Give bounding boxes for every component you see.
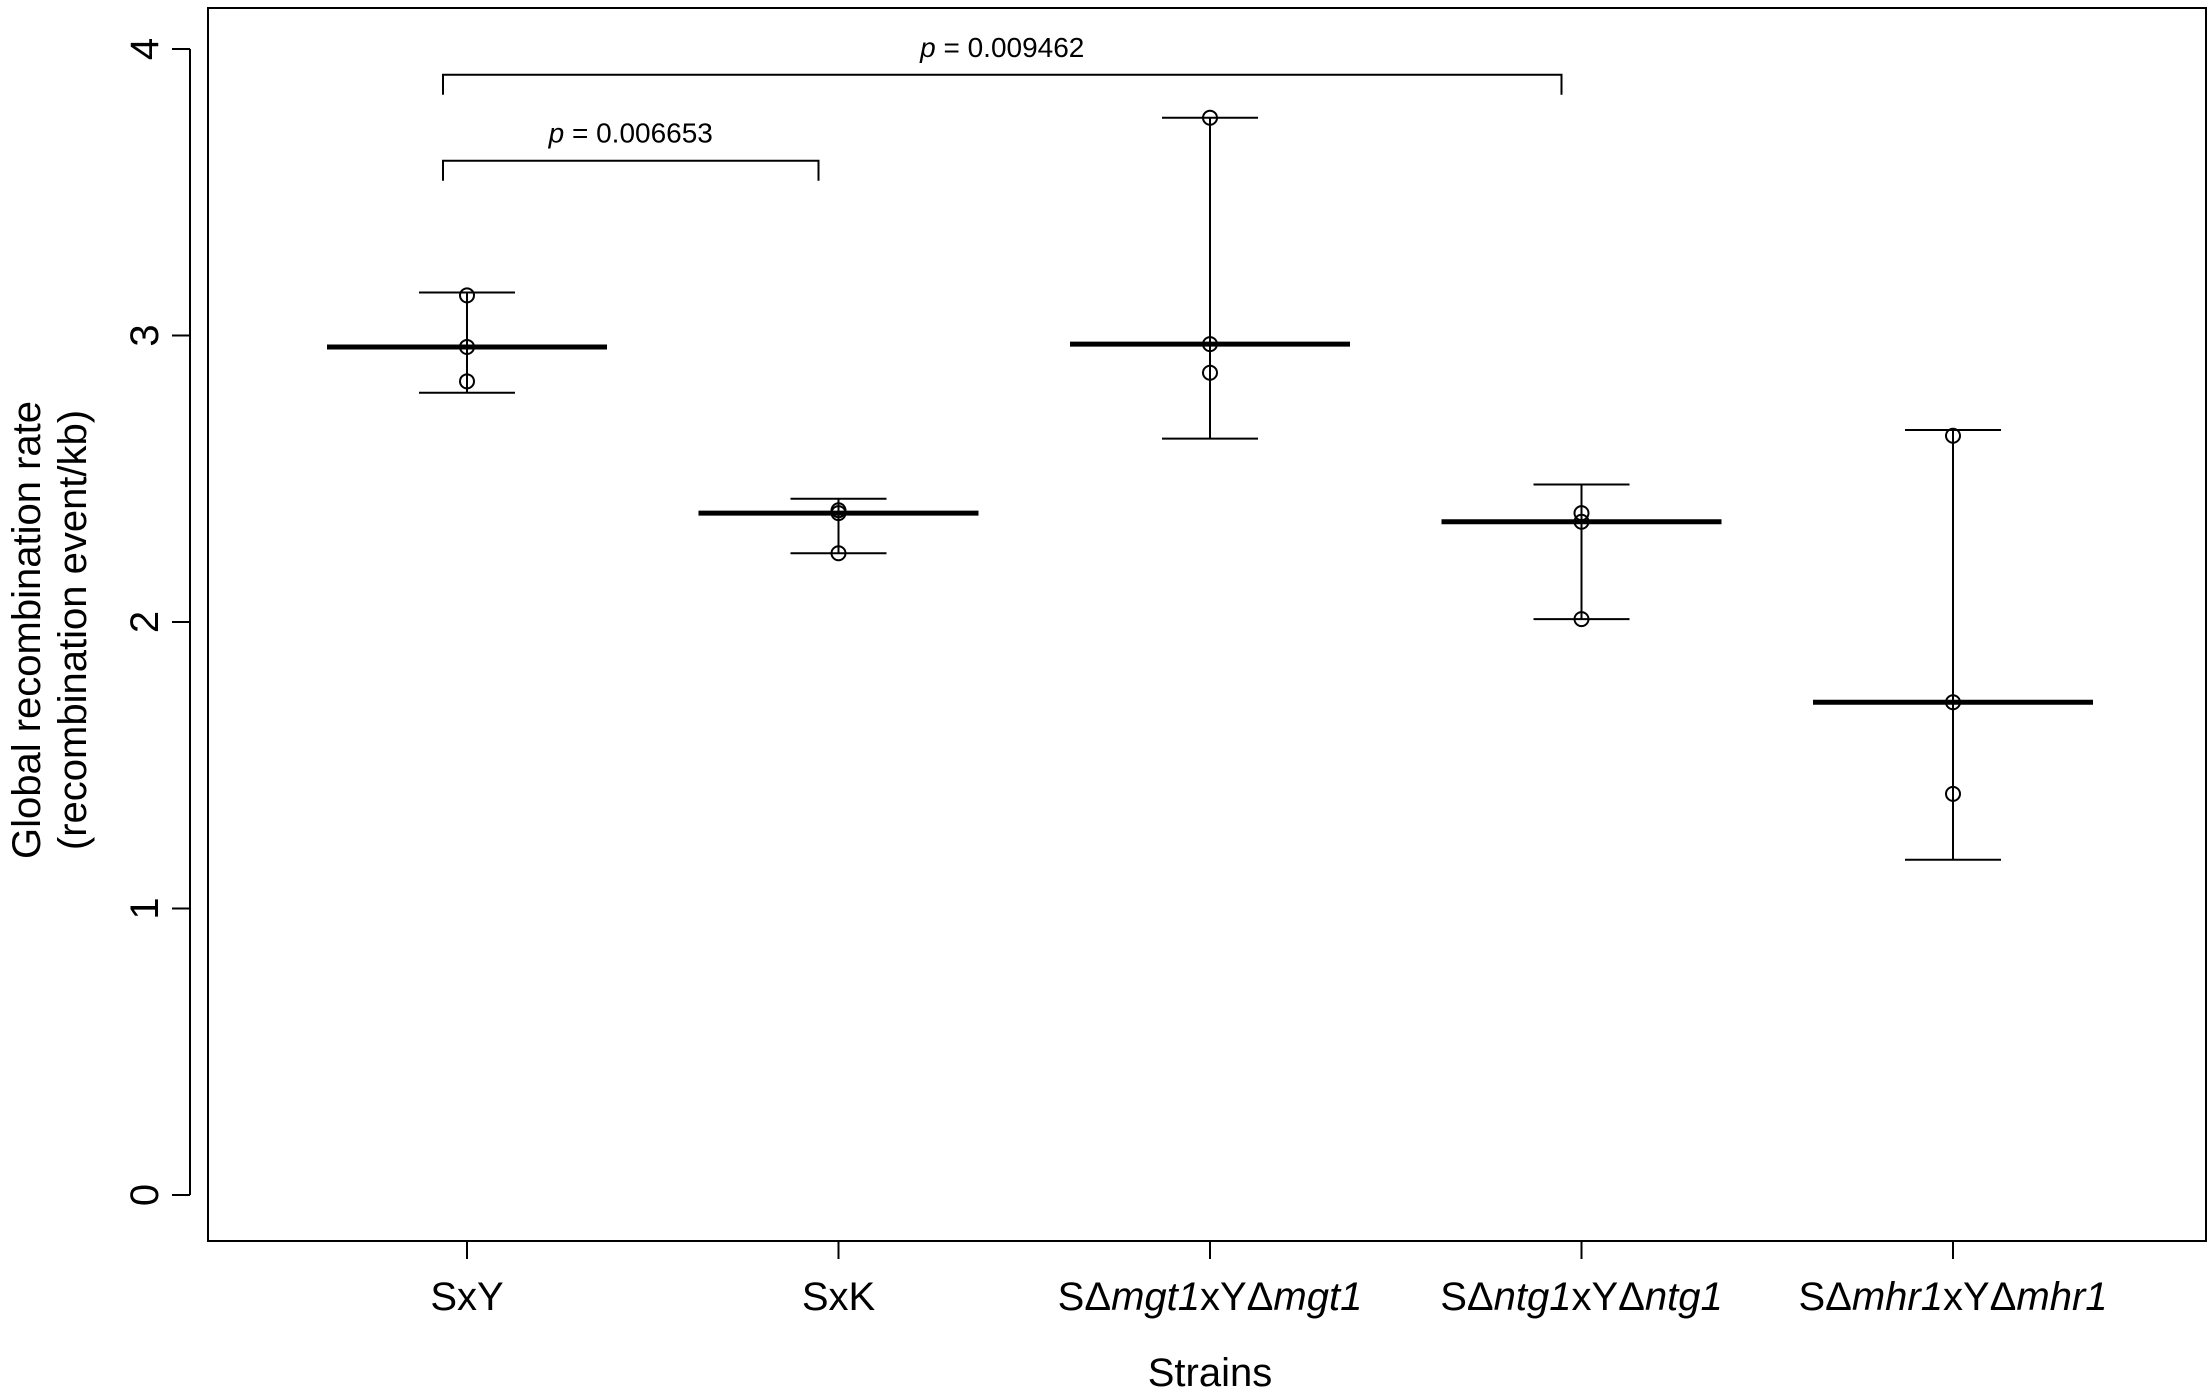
data-point [1573,611,1590,628]
data-point [459,373,475,390]
x-tick-label: SxY [430,1275,503,1319]
data-point [1945,785,1961,802]
x-tick-label: SxK [802,1275,876,1319]
y-tick-label: 2 [123,611,167,633]
y-axis: 0 1 2 3 4 [123,38,191,1206]
x-tick-label-part: xYΔ [1200,1275,1273,1319]
data-point [1945,694,1961,711]
data-point [830,545,847,562]
x-axis-title: Strains [1148,1351,1273,1395]
x-axis: SxY SxK SΔmgt1xYΔmgt1 SΔntg1xYΔntg1 SΔmhr1xY… [430,1240,2108,1319]
strain-group [327,287,607,394]
x-tick-label: SΔmhr1xYΔmhr1 [1798,1275,2107,1319]
strain-group [1070,109,1350,440]
data-point [1945,427,1961,444]
p-value-symbol: p [548,118,565,149]
data-point [1202,336,1218,353]
p-value-symbol: p [919,32,936,63]
x-tick-label-part: xYΔ [1572,1275,1645,1319]
x-tick-label: SΔmgt1xYΔmgt1 [1058,1275,1363,1319]
significance-bracket [442,73,1563,95]
x-tick-label-part: SΔ [1798,1275,1851,1319]
y-tick-label: 1 [123,897,167,919]
data-point [459,287,475,304]
x-tick-label-part: mhr1 [2016,1275,2107,1319]
data-point [830,505,847,522]
x-tick-label-part: mhr1 [1852,1275,1943,1319]
x-tick-label-part: mgt1 [1111,1275,1200,1319]
y-tick-label: 4 [123,38,167,60]
p-value-number: = 0.006653 [564,118,713,149]
x-tick-label-part: ntg1 [1645,1275,1723,1319]
y-tick-label: 0 [123,1184,167,1206]
y-tick-label: 3 [123,324,167,346]
strain-group [1441,483,1722,628]
x-tick-label-part: SΔ [1058,1275,1111,1319]
x-tick-label-part: SΔ [1440,1275,1493,1319]
p-value-label: p = 0.006653 [548,118,713,149]
y-axis-title-line-1: Global recombination rate [5,401,49,859]
x-tick-label-part: ntg1 [1494,1275,1572,1319]
data-point [1573,513,1590,530]
plot-area [327,109,2093,861]
x-tick-label: SΔntg1xYΔntg1 [1440,1275,1723,1319]
data-point [1573,505,1590,522]
x-tick-label-part: SxK [802,1275,876,1319]
p-value-label: p = 0.009462 [919,32,1084,63]
strain-group [1813,427,2093,861]
strain-group [698,497,979,562]
x-tick-label-part: xYΔ [1943,1275,2016,1319]
x-tick-label-part: SxY [430,1275,503,1319]
x-tick-label-part: mgt1 [1273,1275,1362,1319]
plot-frame [207,7,2207,1242]
significance-bracket [442,159,820,181]
data-point [459,338,475,355]
data-point [1202,109,1218,126]
p-value-number: = 0.009462 [936,32,1085,63]
y-axis-title-line-2: (recombination event/kb) [51,410,95,850]
data-point [1202,364,1218,381]
